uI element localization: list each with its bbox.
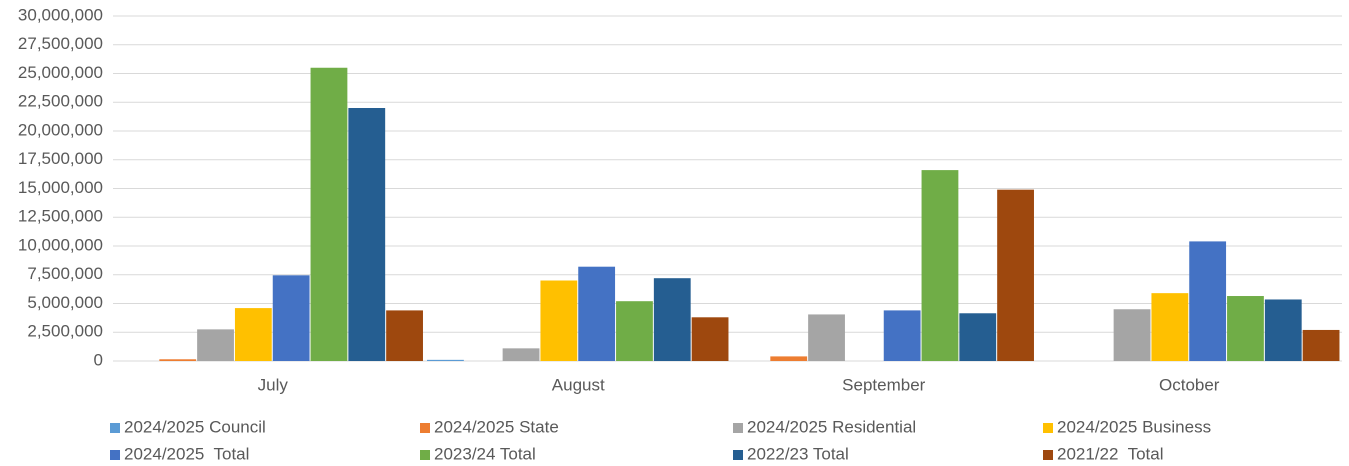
bar bbox=[653, 278, 691, 361]
bar bbox=[272, 275, 310, 361]
bar bbox=[310, 67, 348, 361]
bar bbox=[808, 314, 845, 361]
y-tick-label: 15,000,000 bbox=[18, 178, 103, 197]
legend-label: 2024/2025 Business bbox=[1057, 417, 1211, 436]
y-tick-label: 12,500,000 bbox=[18, 207, 103, 226]
x-tick-label: August bbox=[552, 375, 605, 394]
bar bbox=[1151, 293, 1189, 361]
y-tick-label: 27,500,000 bbox=[18, 34, 103, 53]
legend-swatch bbox=[110, 450, 120, 460]
y-tick-label: 17,500,000 bbox=[18, 149, 103, 168]
y-tick-label: 0 bbox=[94, 350, 103, 369]
bar bbox=[234, 308, 272, 361]
y-tick-label: 25,000,000 bbox=[18, 63, 103, 82]
legend-swatch bbox=[733, 450, 743, 460]
y-tick-label: 7,500,000 bbox=[27, 264, 103, 283]
bar bbox=[427, 359, 464, 361]
bar bbox=[959, 313, 997, 361]
bar bbox=[540, 280, 578, 361]
x-tick-label: July bbox=[258, 375, 289, 394]
legend-label: 2024/2025 Residential bbox=[747, 417, 916, 436]
legend-swatch bbox=[1043, 450, 1053, 460]
bar bbox=[921, 170, 959, 361]
bar bbox=[1113, 309, 1151, 361]
legend-swatch bbox=[420, 450, 430, 460]
x-tick-label: September bbox=[842, 375, 925, 394]
y-tick-label: 5,000,000 bbox=[27, 293, 103, 312]
y-tick-label: 22,500,000 bbox=[18, 92, 103, 111]
bar bbox=[770, 356, 808, 361]
y-tick-label: 2,500,000 bbox=[27, 322, 103, 341]
bar bbox=[997, 189, 1034, 361]
bar bbox=[1189, 241, 1227, 361]
y-tick-label: 20,000,000 bbox=[18, 120, 103, 139]
bar bbox=[1227, 296, 1264, 361]
legend-swatch bbox=[1043, 423, 1053, 433]
legend-label: 2021/22 Total bbox=[1057, 444, 1164, 463]
bar bbox=[691, 317, 729, 361]
bar bbox=[197, 329, 234, 361]
bar bbox=[386, 310, 423, 361]
legend-swatch bbox=[733, 423, 743, 433]
y-tick-label: 10,000,000 bbox=[18, 235, 103, 254]
bar bbox=[1264, 299, 1302, 361]
bar bbox=[348, 108, 386, 361]
bar bbox=[502, 348, 540, 361]
legend-label: 2024/2025 Total bbox=[124, 444, 249, 463]
legend-swatch bbox=[420, 423, 430, 433]
bar bbox=[1302, 329, 1340, 361]
bar bbox=[616, 301, 653, 361]
legend-label: 2024/2025 Council bbox=[124, 417, 266, 436]
legend-swatch bbox=[110, 423, 120, 433]
legend-label: 2024/2025 State bbox=[434, 417, 559, 436]
legend-label: 2023/24 Total bbox=[434, 444, 536, 463]
bar bbox=[159, 359, 197, 361]
bar bbox=[883, 310, 921, 361]
legend-label: 2022/23 Total bbox=[747, 444, 849, 463]
y-tick-label: 30,000,000 bbox=[18, 5, 103, 24]
x-tick-label: October bbox=[1159, 375, 1220, 394]
bar bbox=[578, 266, 616, 361]
